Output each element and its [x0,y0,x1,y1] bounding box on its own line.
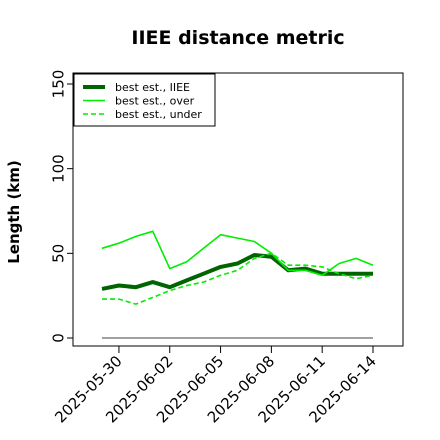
series-line-0 [101,253,373,291]
y-tick-label: 100 [50,154,68,183]
chart-title: IIEE distance metric [131,27,344,49]
x-axis: 2025-05-302025-06-022025-06-052025-06-08… [51,346,380,426]
legend-label: best est., under [115,108,202,121]
series-line-1 [101,230,374,277]
y-tick-label: 0 [50,333,68,343]
series-line-2 [102,252,374,305]
legend-label: best est., over [115,95,195,108]
series-layer [101,230,374,339]
plot-frame [72,72,404,347]
y-tick-label: 50 [50,244,68,263]
y-axis-label: Length (km) [5,160,23,264]
y-axis: 0 50 100 150 [50,70,73,343]
legend-label: best est., IIEE [115,81,190,94]
y-tick-label: 150 [50,70,68,99]
